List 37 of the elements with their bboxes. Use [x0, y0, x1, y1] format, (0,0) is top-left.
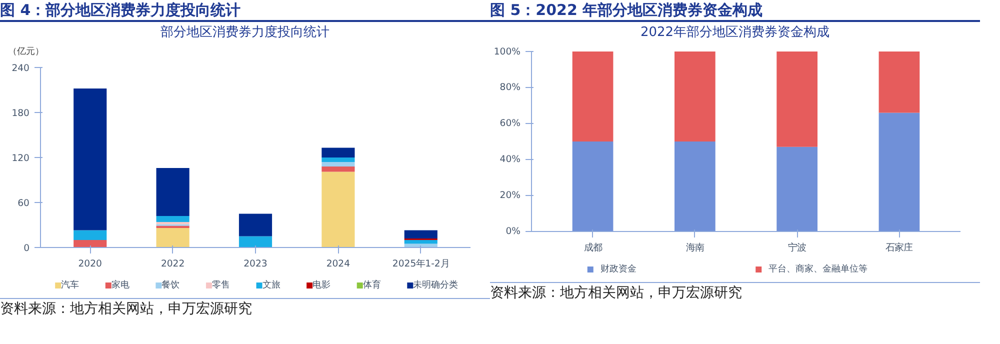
- y-tick-label: 100%: [494, 46, 521, 58]
- chart-subtitle: 2022年部分地区消费券资金构成: [640, 24, 830, 42]
- legend-label: 财政资金: [600, 264, 636, 274]
- y-tick-label: 20%: [500, 190, 521, 201]
- text: 资料来源：地方相关网站，申万宏源研究: [490, 284, 742, 303]
- x-tick-label: 2022: [160, 258, 185, 270]
- chart-title: 图 5：2022 年部分地区消费券资金构成: [490, 0, 763, 21]
- x-tick-label: 2020: [78, 258, 102, 270]
- y-tick-label: 80%: [500, 82, 521, 93]
- legend-label: 文旅: [262, 280, 280, 290]
- y-tick-label: 240: [12, 63, 30, 74]
- x-tick-label: 2025年1-2月: [392, 258, 450, 270]
- y-tick-label: 60%: [500, 118, 521, 129]
- legend-label: 餐饮: [162, 280, 180, 290]
- x-tick-label: 海南: [686, 242, 704, 254]
- text: 资料来源：地方相关网站，申万宏源研究: [0, 300, 252, 319]
- legend-label: 电影: [312, 280, 331, 290]
- y-tick-label: 120: [12, 153, 30, 164]
- y-tick-label: 0: [24, 243, 30, 254]
- y-tick-label: 180: [12, 108, 30, 119]
- y-tick-label: 60: [18, 198, 30, 209]
- legend-label: 体育: [362, 280, 381, 290]
- y-tick-label: 0%: [506, 226, 521, 237]
- x-tick-label: 宁波: [788, 242, 806, 254]
- x-tick-label: 石家庄: [886, 242, 913, 254]
- legend-label: 平台、商家、金融单位等: [768, 264, 868, 274]
- legend-label: 汽车: [61, 280, 80, 290]
- legend-label: 零售: [212, 280, 230, 290]
- chart-title: 图 4：部分地区消费券力度投向统计: [0, 0, 241, 21]
- y-axis-title: （亿元）: [8, 46, 44, 59]
- x-tick-label: 成都: [584, 242, 602, 254]
- x-tick-label: 2023: [244, 258, 268, 270]
- x-tick-label: 2024: [326, 258, 350, 270]
- y-tick-label: 40%: [500, 154, 521, 165]
- chart-subtitle: 部分地区消费券力度投向统计: [160, 24, 330, 42]
- legend-label: 未明确分类: [413, 280, 458, 290]
- legend-label: 家电: [111, 280, 130, 290]
